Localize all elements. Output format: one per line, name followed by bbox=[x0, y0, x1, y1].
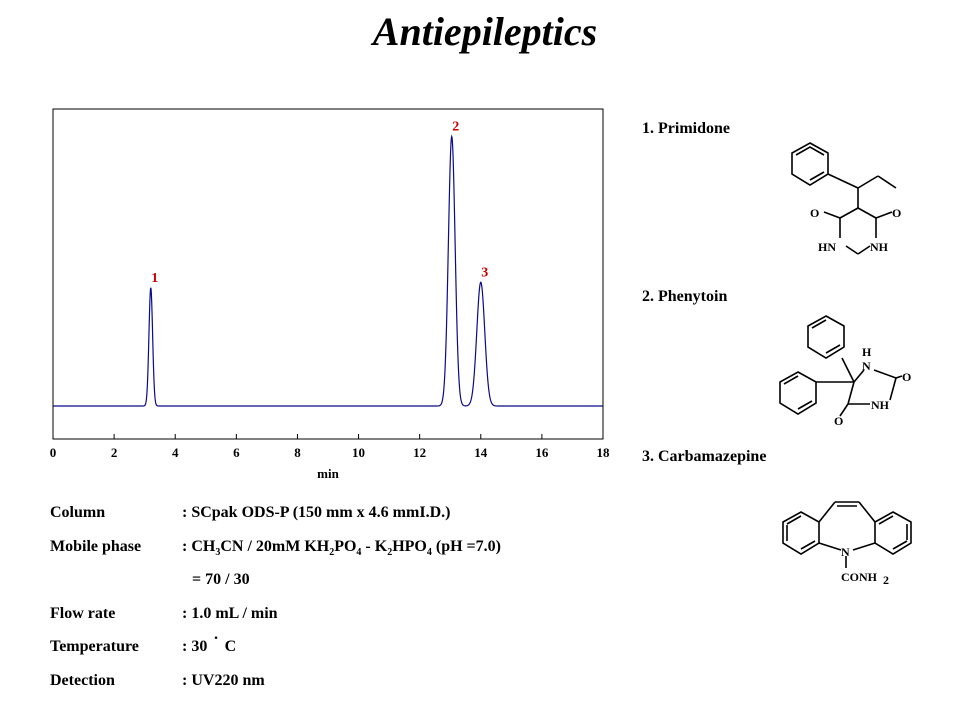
svg-text:H: H bbox=[862, 345, 872, 359]
svg-text:CONH: CONH bbox=[841, 570, 878, 584]
x-tick-label: 12 bbox=[413, 445, 426, 460]
condition-value: = 70 / 30 bbox=[192, 571, 250, 589]
x-tick-label: 10 bbox=[352, 445, 365, 460]
x-axis-ticks: 0 2 4 6 8 10 12 14 16 18 bbox=[50, 434, 610, 460]
x-tick-label: 0 bbox=[50, 445, 57, 460]
condition-temperature: Temperature : 30 · C bbox=[50, 630, 630, 668]
compound-name-primidone: 1. Primidone bbox=[642, 120, 730, 137]
svg-text:2: 2 bbox=[883, 573, 889, 587]
condition-label: Temperature bbox=[50, 638, 139, 656]
compound-name-carbamazepine: 3. Carbamazepine bbox=[642, 448, 767, 465]
peak-label: 1 bbox=[151, 271, 158, 286]
x-axis-label: min bbox=[317, 466, 339, 481]
svg-text:O: O bbox=[834, 414, 843, 428]
condition-mobile-phase-ratio: = 70 / 30 bbox=[50, 567, 630, 601]
x-tick-label: 16 bbox=[535, 445, 549, 460]
svg-text:NH: NH bbox=[871, 398, 890, 412]
condition-label: Flow rate bbox=[50, 604, 116, 622]
x-tick-label: 6 bbox=[233, 445, 240, 460]
condition-column: Column : SCpak ODS-P (150 mm x 4.6 mmI.D… bbox=[50, 500, 630, 534]
peak-label: 3 bbox=[481, 265, 488, 280]
condition-value: : UV220 nm bbox=[182, 671, 265, 689]
condition-value: : CH3CN / 20mM KH2PO4 - K2HPO4 (pH =7.0) bbox=[182, 537, 501, 558]
compound-name-phenytoin: 2. Phenytoin bbox=[642, 288, 728, 305]
x-tick-label: 18 bbox=[597, 445, 611, 460]
svg-text:O: O bbox=[810, 206, 819, 220]
condition-value: : SCpak ODS-P (150 mm x 4.6 mmI.D.) bbox=[182, 504, 451, 521]
svg-text:O: O bbox=[892, 206, 901, 220]
primidone-structure: O O HN NH bbox=[791, 142, 901, 255]
condition-value: : 30 · C bbox=[182, 630, 237, 656]
carbamazepine-structure: N CONH 2 bbox=[782, 501, 912, 587]
peak-label: 2 bbox=[452, 120, 459, 135]
svg-text:N: N bbox=[862, 359, 871, 373]
condition-detection: Detection : UV220 nm bbox=[50, 668, 630, 702]
svg-text:NH: NH bbox=[870, 240, 889, 254]
svg-text:N: N bbox=[841, 545, 850, 559]
condition-value: : 1.0 mL / min bbox=[182, 604, 278, 622]
page-title: Antiepileptics bbox=[372, 9, 598, 54]
phenytoin-structure: H N O NH O bbox=[779, 315, 911, 428]
condition-label: Detection bbox=[50, 671, 115, 689]
condition-mobile-phase: Mobile phase : CH3CN / 20mM KH2PO4 - K2H… bbox=[50, 534, 630, 568]
condition-flow-rate: Flow rate : 1.0 mL / min bbox=[50, 601, 630, 635]
x-tick-label: 4 bbox=[172, 445, 179, 460]
peak-labels: 1 2 3 bbox=[151, 120, 488, 286]
x-tick-label: 8 bbox=[294, 445, 301, 460]
condition-label: Mobile phase bbox=[50, 537, 142, 555]
plot-frame bbox=[52, 108, 604, 440]
conditions-panel: Column : SCpak ODS-P (150 mm x 4.6 mmI.D… bbox=[50, 500, 630, 702]
chromatogram-trace bbox=[53, 134, 603, 407]
x-tick-label: 14 bbox=[474, 445, 488, 460]
x-tick-label: 2 bbox=[111, 445, 118, 460]
condition-label: Column bbox=[50, 504, 106, 521]
svg-text:O: O bbox=[902, 370, 911, 384]
svg-text:HN: HN bbox=[818, 240, 836, 254]
